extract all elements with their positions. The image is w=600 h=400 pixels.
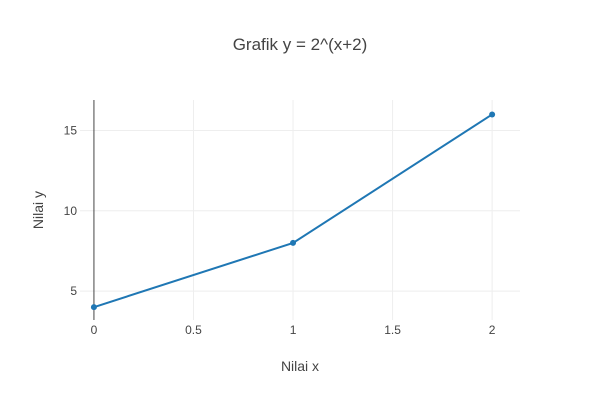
chart-title: Grafik y = 2^(x+2) [233, 35, 368, 54]
y-tick-label: 15 [64, 124, 78, 138]
y-tick-label: 10 [64, 204, 78, 218]
x-tick-labels: 0 0.5 1 1.5 2 [91, 323, 496, 337]
x-tick-label: 1 [290, 323, 297, 337]
data-point [90, 304, 97, 311]
x-tick-label: 2 [489, 323, 496, 337]
y-tick-labels: 5 10 15 [64, 124, 78, 299]
x-tick-label: 0.5 [185, 323, 202, 337]
y-axis-title: Nilai y [30, 191, 46, 229]
y-tick-label: 5 [70, 284, 77, 298]
grid-lines [80, 100, 520, 320]
x-tick-label: 0 [91, 323, 98, 337]
x-tick-label: 1.5 [384, 323, 401, 337]
x-axis-title: Nilai x [281, 358, 319, 374]
data-point [489, 111, 496, 118]
data-point [290, 239, 297, 246]
series-layer [90, 111, 496, 311]
